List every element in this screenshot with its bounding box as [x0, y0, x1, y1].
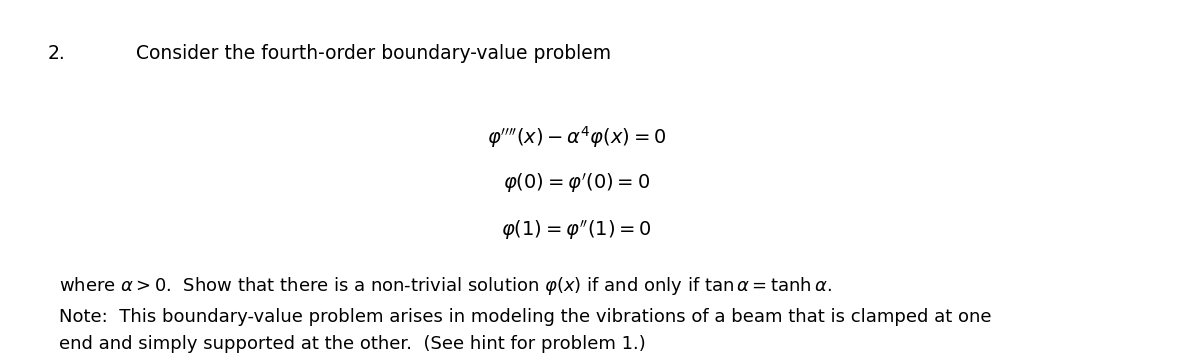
Text: where $\alpha > 0$.  Show that there is a non-trivial solution $\varphi(x)$ if a: where $\alpha > 0$. Show that there is a…: [59, 275, 832, 297]
Text: $\varphi(1) = \varphi''(1) = 0$: $\varphi(1) = \varphi''(1) = 0$: [502, 218, 652, 242]
Text: $\varphi(0) = \varphi'(0) = 0$: $\varphi(0) = \varphi'(0) = 0$: [503, 171, 650, 195]
Text: Consider the fourth-order boundary-value problem: Consider the fourth-order boundary-value…: [136, 44, 611, 63]
Text: $\varphi''''(x) - \alpha^4\varphi(x) = 0$: $\varphi''''(x) - \alpha^4\varphi(x) = 0…: [487, 125, 666, 150]
Text: Note:  This boundary-value problem arises in modeling the vibrations of a beam t: Note: This boundary-value problem arises…: [59, 309, 991, 326]
Text: end and simply supported at the other.  (See hint for problem 1.): end and simply supported at the other. (…: [59, 335, 646, 353]
Text: 2.: 2.: [48, 44, 66, 63]
